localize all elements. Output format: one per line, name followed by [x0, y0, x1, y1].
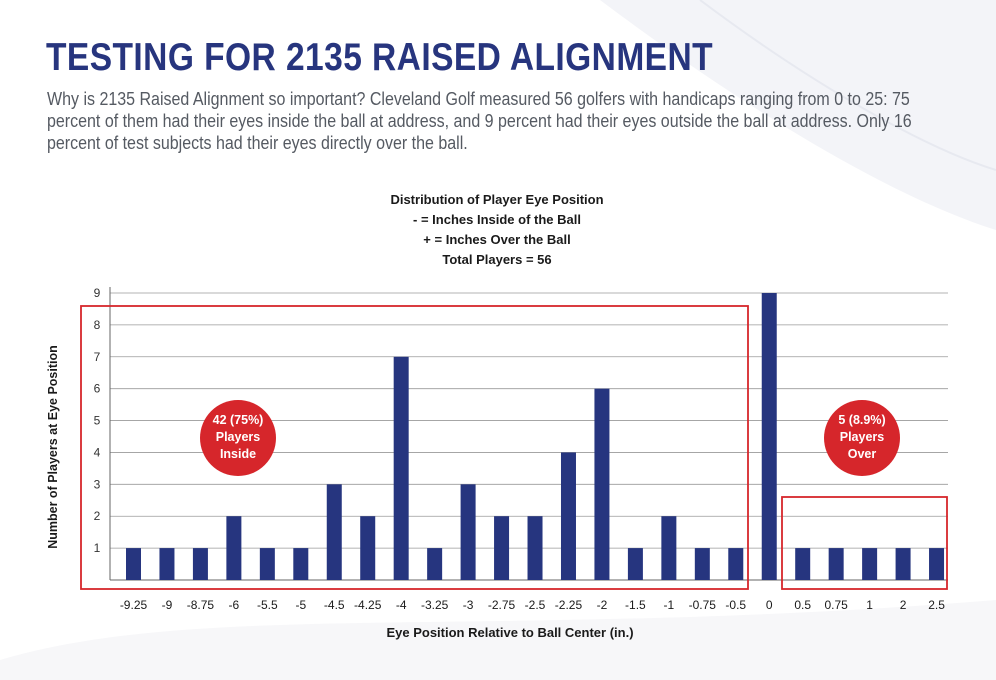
- y-tick-label: 2: [94, 509, 101, 523]
- x-tick-label: -3.25: [421, 598, 449, 612]
- over-annotation-text: 5 (8.9%): [838, 413, 885, 427]
- chart-title-line: - = Inches Inside of the Ball: [413, 212, 581, 227]
- x-axis-label: Eye Position Relative to Ball Center (in…: [386, 625, 633, 640]
- y-axis-label: Number of Players at Eye Position: [46, 345, 60, 549]
- x-tick-label: -0.75: [689, 598, 717, 612]
- x-tick-label: -2: [597, 598, 608, 612]
- bar: [126, 548, 141, 580]
- x-tick-label: -2.75: [488, 598, 516, 612]
- bar: [293, 548, 309, 580]
- page-title: TESTING FOR 2135 RAISED ALIGNMENT: [46, 36, 714, 79]
- bar: [360, 516, 376, 580]
- x-tick-label: 2.5: [928, 598, 945, 612]
- x-tick-label: -9.25: [120, 598, 148, 612]
- intro-paragraph: Why is 2135 Raised Alignment so importan…: [47, 88, 912, 153]
- y-tick-label: 6: [94, 382, 101, 396]
- x-tick-label: -4.5: [324, 598, 345, 612]
- bar: [494, 516, 510, 580]
- x-tick-label: -6: [229, 598, 240, 612]
- over-annotation-text: Over: [848, 447, 877, 461]
- bar: [594, 388, 610, 580]
- over-annotation-circle: [824, 400, 900, 476]
- over-annotation-text: Players: [840, 430, 885, 444]
- bar: [460, 484, 476, 580]
- x-tick-label: -5: [295, 598, 306, 612]
- x-tick-label: 0.75: [824, 598, 848, 612]
- y-tick-label: 4: [94, 445, 101, 459]
- bar: [929, 548, 945, 580]
- bar: [226, 516, 242, 580]
- bar: [694, 548, 710, 580]
- y-tick-label: 7: [94, 350, 101, 364]
- bar: [560, 452, 576, 580]
- bar: [761, 293, 777, 580]
- x-tick-label: -2.5: [525, 598, 546, 612]
- x-tick-label: -1.5: [625, 598, 646, 612]
- bar: [661, 516, 677, 580]
- y-tick-label: 1: [94, 541, 101, 555]
- bar: [192, 548, 208, 580]
- y-tick-label: 3: [94, 477, 101, 491]
- chart-title-line: Total Players = 56: [442, 252, 551, 267]
- inside-annotation-circle: [200, 400, 276, 476]
- bar: [159, 548, 175, 580]
- x-tick-label: 1: [866, 598, 873, 612]
- bar: [259, 548, 275, 580]
- x-tick-label: -4: [396, 598, 407, 612]
- x-tick-label: 2: [900, 598, 907, 612]
- x-tick-label: -0.5: [725, 598, 746, 612]
- bar: [326, 484, 342, 580]
- x-tick-label: 0: [766, 598, 773, 612]
- y-tick-label: 9: [94, 286, 101, 300]
- bar: [393, 356, 409, 580]
- x-tick-label: -8.75: [187, 598, 215, 612]
- bar: [862, 548, 878, 580]
- chart-title-line: + = Inches Over the Ball: [423, 232, 570, 247]
- inside-annotation-text: 42 (75%): [213, 413, 264, 427]
- bar: [527, 516, 543, 580]
- over-group-box: [781, 496, 948, 590]
- x-tick-label: -1: [664, 598, 675, 612]
- y-tick-label: 8: [94, 318, 101, 332]
- inside-group-box: [80, 305, 749, 590]
- chart-title-line: Distribution of Player Eye Position: [390, 192, 603, 207]
- bar: [795, 548, 811, 580]
- bar: [828, 548, 844, 580]
- bar: [627, 548, 643, 580]
- inside-annotation-text: Players: [216, 430, 261, 444]
- bar: [728, 548, 744, 580]
- x-tick-label: 0.5: [794, 598, 811, 612]
- bar: [427, 548, 443, 580]
- inside-annotation-text: Inside: [220, 447, 256, 461]
- y-tick-label: 5: [94, 414, 101, 428]
- x-tick-label: -5.5: [257, 598, 278, 612]
- x-tick-label: -4.25: [354, 598, 382, 612]
- x-tick-label: -9: [162, 598, 173, 612]
- bar: [895, 548, 911, 580]
- x-tick-label: -2.25: [555, 598, 583, 612]
- x-tick-label: -3: [463, 598, 474, 612]
